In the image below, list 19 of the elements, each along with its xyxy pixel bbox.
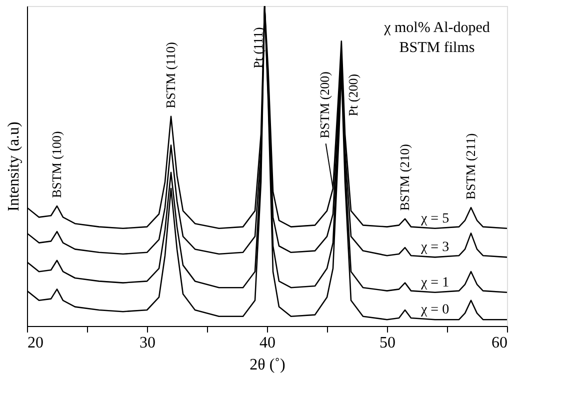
annotation: Pt (111) <box>250 27 266 68</box>
x-tick-label: 60 <box>492 334 508 352</box>
x-tick-label: 30 <box>140 334 156 352</box>
annotation: Pt (200) <box>345 74 360 116</box>
series-label: χ = 0 <box>420 302 450 318</box>
annotation: χ mol% Al-doped BSTM films <box>383 20 490 56</box>
series-label: χ = 1 <box>420 275 450 290</box>
x-tick-label: 20 <box>28 334 44 352</box>
annotation: BSTM (200) <box>317 72 332 138</box>
series-label: χ = 5 <box>420 211 450 226</box>
x-tick-label: 40 <box>260 334 276 352</box>
annotation: BSTM (211) <box>463 133 478 200</box>
x-axis-title: 2θ (˚) <box>250 356 286 374</box>
x-tick-label: 50 <box>380 334 396 352</box>
y-axis-title: Intensity (a.u) <box>6 122 22 212</box>
annotation: BSTM (210) <box>397 144 412 211</box>
series-label: χ = 3 <box>420 240 450 256</box>
annotation: BSTM (110) <box>163 42 178 108</box>
annotation: BSTM (100) <box>49 131 64 198</box>
